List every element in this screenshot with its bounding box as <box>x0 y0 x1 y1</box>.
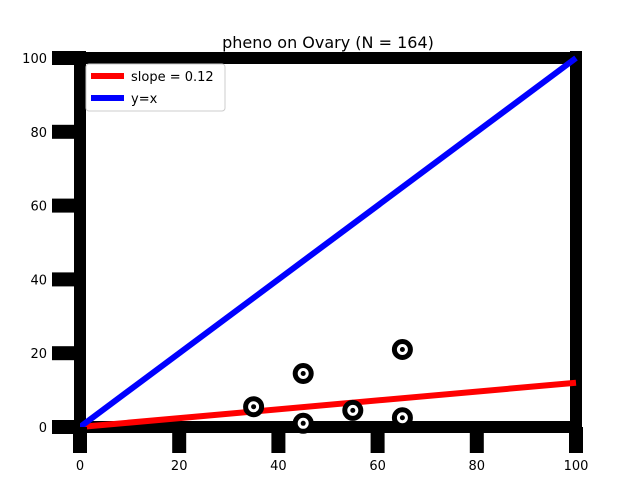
data-point <box>342 399 364 421</box>
y-tick-label: 0 <box>39 421 47 436</box>
series-layer <box>78 55 578 430</box>
data-point <box>391 407 413 429</box>
y-tick-label: 60 <box>30 200 47 215</box>
legend-label: y=x <box>131 92 158 107</box>
y-tick-mark <box>52 420 80 434</box>
x-tick-label: 0 <box>76 459 84 474</box>
y-tick-label: 20 <box>30 347 47 362</box>
y-tick-mark <box>52 272 80 287</box>
legend: slope = 0.12 y=x <box>85 63 226 112</box>
x-tick-mark <box>469 427 484 453</box>
series-line-1 <box>78 55 578 430</box>
x-tick-label: 40 <box>270 459 287 474</box>
x-tick-label: 60 <box>369 459 386 474</box>
x-tick-label: 100 <box>564 459 589 474</box>
x-tick-label: 20 <box>171 459 188 474</box>
y-tick-mark <box>52 124 80 139</box>
data-point <box>243 396 265 418</box>
plot-frame <box>52 51 582 434</box>
ticks-layer: 0 20 40 60 80 100 0 20 40 60 80 100 <box>22 51 588 474</box>
data-point <box>292 412 314 434</box>
x-tick-mark <box>271 427 286 453</box>
points-layer <box>243 339 413 434</box>
series-line-0 <box>79 379 577 430</box>
x-tick-mark <box>172 427 187 453</box>
x-tick-mark <box>569 427 583 453</box>
y-tick-label: 100 <box>22 52 47 67</box>
y-tick-label: 40 <box>30 273 47 288</box>
data-point <box>292 362 314 384</box>
legend-label: slope = 0.12 <box>131 70 214 85</box>
x-tick-mark <box>370 427 385 453</box>
y-tick-mark <box>52 198 80 213</box>
x-tick-label: 80 <box>469 459 486 474</box>
y-tick-label: 80 <box>30 126 47 141</box>
chart-title: pheno on Ovary (N = 164) <box>222 33 434 52</box>
data-point <box>391 339 413 361</box>
y-tick-mark <box>52 51 80 65</box>
y-tick-mark <box>52 346 80 361</box>
